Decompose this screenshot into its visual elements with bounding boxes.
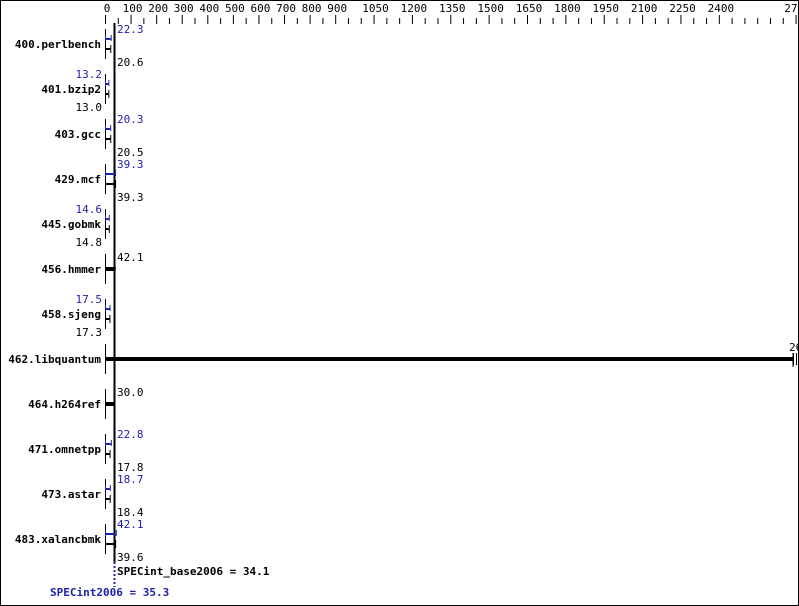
- base-value-label: 17.8: [117, 461, 144, 474]
- base-bar: [105, 402, 114, 406]
- benchmark-row: 471.omnetpp 22.8 17.8: [28, 428, 143, 474]
- base-bar: [105, 498, 110, 500]
- peak-value-label: 14.6: [76, 203, 103, 216]
- benchmark-label: 473.astar: [41, 488, 101, 501]
- peak-bar: [105, 83, 109, 85]
- peak-bar: [105, 38, 111, 40]
- base-bar: [105, 93, 109, 95]
- benchmark-label: 483.xalancbmk: [15, 533, 101, 546]
- x-tick-label: 1200: [401, 2, 428, 15]
- x-tick-label: 700: [276, 2, 296, 15]
- peak-bar: [105, 308, 110, 310]
- x-tick-label: 1800: [554, 2, 581, 15]
- x-tick-label: 1050: [362, 2, 389, 15]
- base-value-label: 39.6: [117, 551, 144, 564]
- base-value-label: 39.3: [117, 191, 144, 204]
- x-tick-label: 100: [123, 2, 143, 15]
- benchmark-row: 445.gobmk 14.6 14.8: [41, 203, 110, 249]
- x-tick-label: 1950: [592, 2, 619, 15]
- x-tick-label: 1500: [477, 2, 504, 15]
- benchmark-row: 464.h264ref 30.0: [28, 386, 144, 419]
- base-bar: [105, 138, 111, 140]
- base-value-label: 14.8: [76, 236, 103, 249]
- base-bar: [105, 318, 110, 320]
- base-value-label: 18.4: [117, 506, 144, 519]
- base-value-label: 42.1: [117, 251, 144, 264]
- benchmark-row: 456.hmmer 42.1: [41, 251, 144, 284]
- benchmark-row: 403.gcc 20.3 20.5: [55, 113, 144, 159]
- benchmark-label: 462.libquantum: [8, 353, 101, 366]
- base-value-label: 2690: [789, 341, 798, 354]
- x-tick-label: 800: [302, 2, 322, 15]
- benchmark-label: 445.gobmk: [41, 218, 101, 231]
- base-value-label: 13.0: [76, 101, 103, 114]
- benchmark-label: 458.sjeng: [41, 308, 101, 321]
- base-value-label: 17.3: [76, 326, 103, 339]
- base-bar: [105, 267, 116, 271]
- benchmark-label: 456.hmmer: [41, 263, 101, 276]
- benchmark-label: 403.gcc: [55, 128, 101, 141]
- base-bar: [105, 453, 110, 455]
- benchmark-label: 471.omnetpp: [28, 443, 101, 456]
- base-summary: SPECint_base2006 = 34.1: [117, 565, 270, 578]
- peak-bar: [105, 173, 116, 175]
- x-tick-label: 400: [199, 2, 219, 15]
- x-tick-label: 2700: [784, 2, 798, 15]
- peak-value-label: 22.3: [117, 23, 144, 36]
- base-value-label: 20.5: [117, 146, 144, 159]
- peak-value-label: 17.5: [76, 293, 103, 306]
- base-bar: [105, 357, 793, 361]
- benchmark-row: 462.libquantum 2690: [8, 341, 798, 374]
- peak-value-label: 13.2: [76, 68, 103, 81]
- benchmark-row: 429.mcf 39.3 39.3: [55, 158, 144, 204]
- base-bar: [105, 543, 116, 545]
- peak-bar: [105, 128, 111, 130]
- x-tick-label: 600: [251, 2, 271, 15]
- x-tick-label: 300: [174, 2, 194, 15]
- x-tick-label: 500: [225, 2, 245, 15]
- benchmark-rows: 400.perlbench22.320.6401.bzip213.213.040…: [8, 23, 798, 564]
- benchmark-row: 400.perlbench 22.3 20.6: [15, 23, 144, 69]
- x-tick-label: 1350: [439, 2, 466, 15]
- peak-bar: [105, 218, 109, 220]
- benchmark-row: 473.astar 18.7 18.4: [41, 473, 143, 519]
- x-axis: 0 100 200 300 400 500 600 700 800 900 1050 1200 1350…: [104, 2, 798, 563]
- peak-bar: [105, 533, 116, 535]
- x-tick-label: 0: [104, 2, 111, 15]
- benchmark-row: 483.xalancbmk 42.1 39.6: [15, 518, 144, 564]
- base-bar: [105, 228, 109, 230]
- base-bar: [105, 48, 111, 50]
- peak-value-label: 18.7: [117, 473, 144, 486]
- x-tick-label: 900: [327, 2, 347, 15]
- peak-value-label: 42.1: [117, 518, 144, 531]
- x-tick-label: 2400: [708, 2, 735, 15]
- benchmark-row: 458.sjeng 17.5 17.3: [41, 293, 111, 339]
- peak-value-label: 39.3: [117, 158, 144, 171]
- benchmark-label: 464.h264ref: [28, 398, 101, 411]
- base-bar: [105, 183, 116, 185]
- peak-summary: SPECint2006 = 35.3: [50, 586, 169, 599]
- x-tick-label: 200: [148, 2, 168, 15]
- peak-bar: [105, 488, 110, 490]
- peak-value-label: 22.8: [117, 428, 144, 441]
- peak-value-label: 20.3: [117, 113, 144, 126]
- peak-bar: [105, 443, 111, 445]
- x-tick-label: 1650: [516, 2, 543, 15]
- benchmark-label: 401.bzip2: [41, 83, 101, 96]
- x-tick-label: 2100: [631, 2, 658, 15]
- benchmark-label: 400.perlbench: [15, 38, 101, 51]
- base-value-label: 20.6: [117, 56, 144, 69]
- benchmark-row: 401.bzip2 13.2 13.0: [41, 68, 110, 114]
- x-tick-label: 2250: [669, 2, 696, 15]
- benchmark-label: 429.mcf: [55, 173, 101, 186]
- base-value-label: 30.0: [117, 386, 144, 399]
